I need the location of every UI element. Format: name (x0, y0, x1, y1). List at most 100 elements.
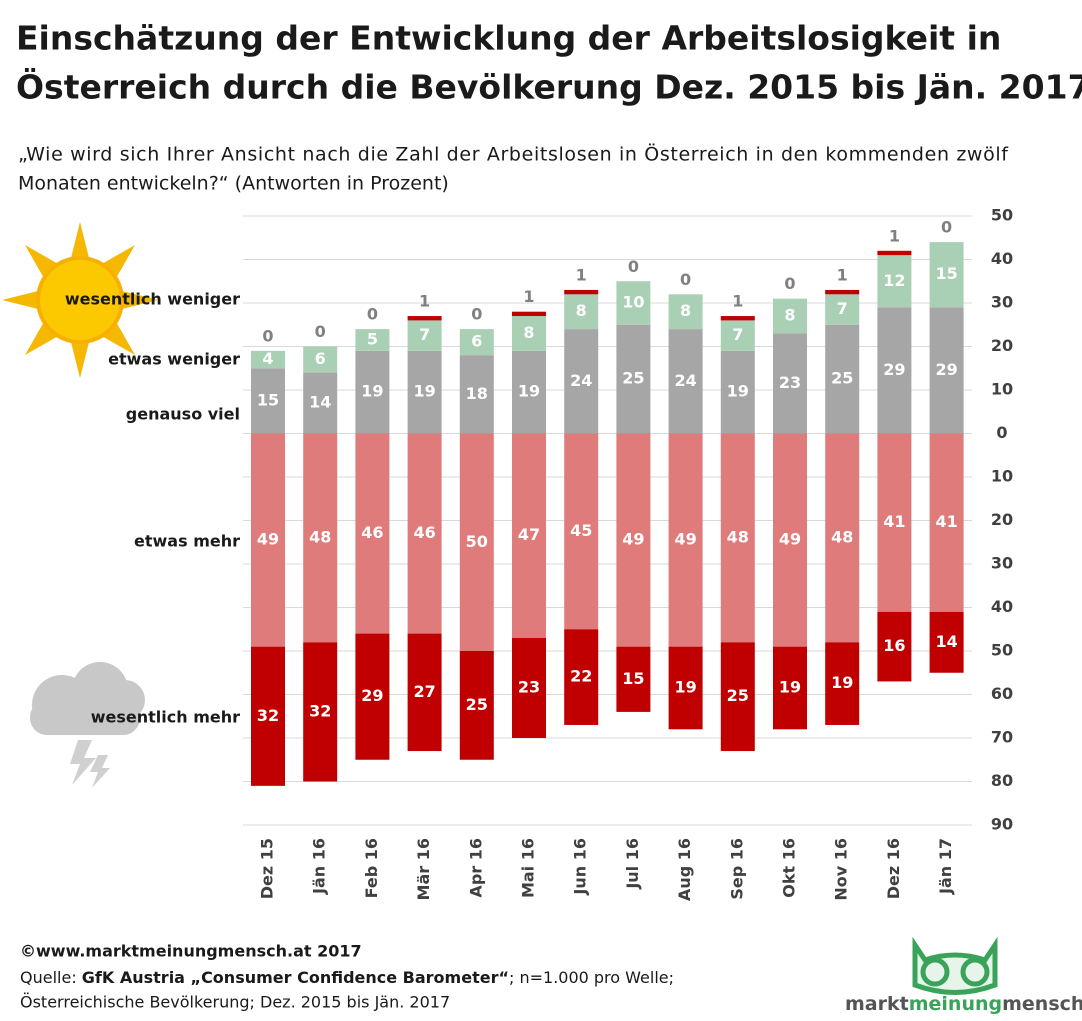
y-tick-label: 40 (991, 249, 1013, 268)
data-label: 12 (883, 271, 905, 290)
bar-segment (407, 633, 442, 752)
cloud-icon (30, 662, 145, 788)
data-label: 7 (837, 299, 848, 318)
bar-segment (877, 250, 912, 256)
series-label: wesentlich weniger (65, 290, 240, 309)
data-label: 8 (523, 323, 534, 342)
data-label: 19 (413, 382, 435, 401)
x-tick-label: Nov 16 (832, 838, 851, 901)
bar-segment (720, 350, 755, 434)
y-tick-label: 20 (991, 510, 1013, 529)
data-label: 0 (784, 274, 795, 293)
y-tick-label: 30 (991, 293, 1013, 312)
x-tick-label: Jän 16 (310, 838, 329, 895)
bar-segment (512, 433, 546, 638)
data-label: 15 (257, 390, 279, 409)
y-tick-label: 60 (991, 684, 1013, 703)
bar-segment (616, 324, 651, 434)
bar-segment (251, 368, 285, 434)
y-tick-label: 30 (991, 554, 1013, 573)
bar-segment (825, 433, 860, 643)
data-label: 14 (935, 632, 957, 651)
bar-segment (303, 346, 338, 373)
source: Quelle: GfK Austria „Consumer Confidence… (20, 968, 674, 987)
x-tick-label: Dez 16 (884, 838, 903, 899)
bar-segment (355, 329, 390, 351)
data-label: 24 (570, 371, 592, 390)
data-label: 5 (367, 329, 378, 348)
data-label: 10 (622, 293, 644, 312)
bar-segment (303, 433, 338, 643)
x-tick-label: Jän 17 (936, 838, 955, 895)
y-tick-label: 10 (991, 467, 1013, 486)
bar-segment (668, 329, 703, 434)
bar-segment (251, 433, 285, 647)
data-label: 19 (518, 382, 540, 401)
x-tick-label: Dez 15 (258, 838, 277, 899)
data-label: 41 (883, 512, 905, 531)
data-label: 0 (941, 218, 952, 237)
y-tick-label: 40 (991, 597, 1013, 616)
series-label: wesentlich mehr (91, 708, 240, 727)
data-label: 50 (466, 532, 488, 551)
bar-segment (929, 307, 964, 434)
data-label: 48 (309, 527, 331, 546)
data-label: 8 (680, 301, 691, 320)
x-tick-label: Okt 16 (780, 838, 799, 898)
bar-segment (616, 433, 651, 647)
y-tick-label: 70 (991, 728, 1013, 747)
data-label: 19 (779, 677, 801, 696)
logo-part: mensch (1002, 993, 1082, 1015)
bar-segment (929, 611, 964, 673)
bar-segment (303, 642, 338, 782)
data-label: 24 (674, 371, 696, 390)
bar-segment (877, 255, 912, 308)
y-tick-label: 20 (991, 336, 1013, 355)
x-tick-label: Feb 16 (362, 838, 381, 898)
bar-segment (720, 316, 755, 321)
y-tick-label: 10 (991, 380, 1013, 399)
bar-segment (459, 433, 494, 651)
sun-icon (2, 222, 158, 378)
data-label: 19 (674, 677, 696, 696)
data-label: 1 (576, 265, 587, 284)
bar-segment (564, 329, 599, 434)
data-label: 18 (466, 384, 488, 403)
data-label: 46 (413, 523, 435, 542)
data-label: 49 (257, 530, 279, 549)
data-label: 45 (570, 521, 592, 540)
bar-segment (877, 307, 912, 434)
bar-segment (773, 646, 807, 730)
subtitle-line: „Wie wird sich Ihrer Ansicht nach die Za… (18, 143, 1009, 166)
data-label: 25 (466, 695, 488, 714)
bar-segment (773, 433, 807, 647)
data-label: 6 (315, 349, 326, 368)
data-label: 4 (262, 349, 273, 368)
bar-segment (720, 642, 755, 752)
bar-segment (720, 433, 755, 643)
data-label: 7 (732, 325, 743, 344)
bar-segment (564, 629, 599, 725)
data-label: 49 (674, 530, 696, 549)
bar-segment (355, 633, 390, 760)
data-label: 27 (413, 682, 435, 701)
bar-segment (616, 281, 651, 325)
x-tick-label: Mär 16 (414, 838, 433, 900)
bar-segment (459, 355, 494, 434)
bar-segment (564, 294, 599, 330)
data-label: 19 (727, 382, 749, 401)
data-label: 15 (622, 669, 644, 688)
data-label: 23 (779, 373, 801, 392)
data-label: 1 (837, 265, 848, 284)
data-label: 23 (518, 677, 540, 696)
data-label: 0 (471, 305, 482, 324)
data-label: 46 (361, 523, 383, 542)
data-label: 0 (680, 270, 691, 289)
data-label: 19 (361, 382, 383, 401)
bar-segment (877, 611, 912, 682)
data-label: 0 (262, 326, 273, 345)
data-label: 29 (935, 360, 957, 379)
x-tick-label: Jun 16 (571, 838, 590, 896)
bar-segment (929, 433, 964, 612)
y-tick-label: 90 (991, 815, 1013, 834)
